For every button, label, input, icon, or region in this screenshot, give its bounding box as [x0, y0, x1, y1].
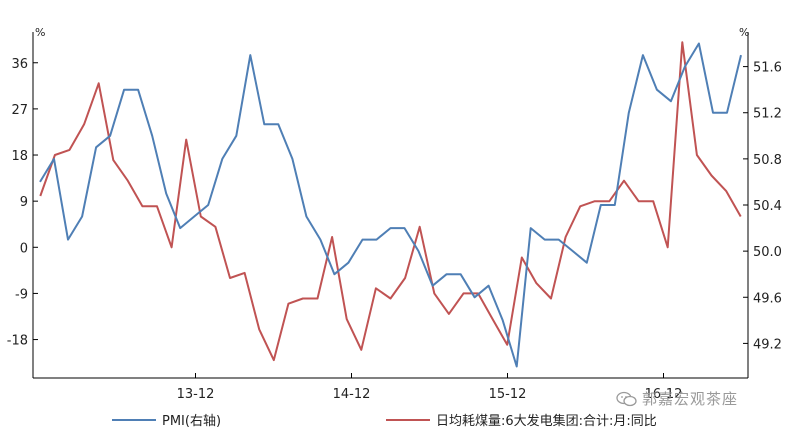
left-tick-label: 18: [11, 149, 28, 164]
left-tick-label: 36: [11, 57, 28, 72]
left-tick-label: 27: [11, 103, 28, 118]
legend-swatch-pmi: [112, 418, 156, 421]
left-tick-label: -18: [7, 334, 28, 349]
coal-series: [39, 41, 742, 362]
left-tick-label: -9: [15, 287, 28, 302]
wechat-icon: [616, 391, 637, 406]
x-tick-label: 14-12: [333, 387, 371, 402]
right-tick-label: 49.2: [753, 337, 782, 352]
legend-label-pmi: PMI(右轴): [162, 414, 222, 429]
right-tick-label: 50.4: [753, 199, 782, 214]
right-tick-label: 50.0: [753, 245, 782, 260]
axes: % % 36 27 18 9 0 -9 -18 51.6 51.2 50.8 50.4 50.0 49.6 4…: [7, 26, 782, 402]
legend-item-coal: 日均耗煤量:6大发电集团:合计:月:同比: [386, 410, 657, 429]
legend-swatch-coal: [386, 418, 430, 421]
legend-item-pmi: PMI(右轴): [112, 410, 221, 429]
legend: PMI(右轴) 日均耗煤量:6大发电集团:合计:月:同比: [0, 410, 802, 438]
right-tick-label: 49.6: [753, 291, 782, 306]
x-tick-label: 15-12: [489, 387, 527, 402]
legend-label-coal: 日均耗煤量:6大发电集团:合计:月:同比: [436, 414, 657, 429]
left-axis-unit: %: [35, 26, 45, 39]
x-tick-label: 16-12: [645, 387, 683, 402]
pmi-line: [39, 42, 742, 368]
watermark: 郭嘉宏观茶座: [616, 388, 738, 409]
chart-canvas: % % 36 27 18 9 0 -9 -18 51.6 51.2 50.8 50.4 50.0 49.6 4…: [7, 26, 782, 402]
pmi-series: [39, 42, 742, 368]
right-tick-label: 51.6: [753, 61, 782, 76]
left-tick-label: 0: [20, 241, 28, 256]
right-tick-label: 50.8: [753, 153, 782, 168]
right-axis-unit: %: [739, 26, 749, 39]
right-tick-label: 51.2: [753, 107, 782, 122]
left-tick-label: 9: [20, 195, 28, 210]
watermark-text: 郭嘉宏观茶座: [642, 390, 739, 408]
coal-line: [39, 41, 742, 362]
x-tick-label: 13-12: [177, 387, 215, 402]
